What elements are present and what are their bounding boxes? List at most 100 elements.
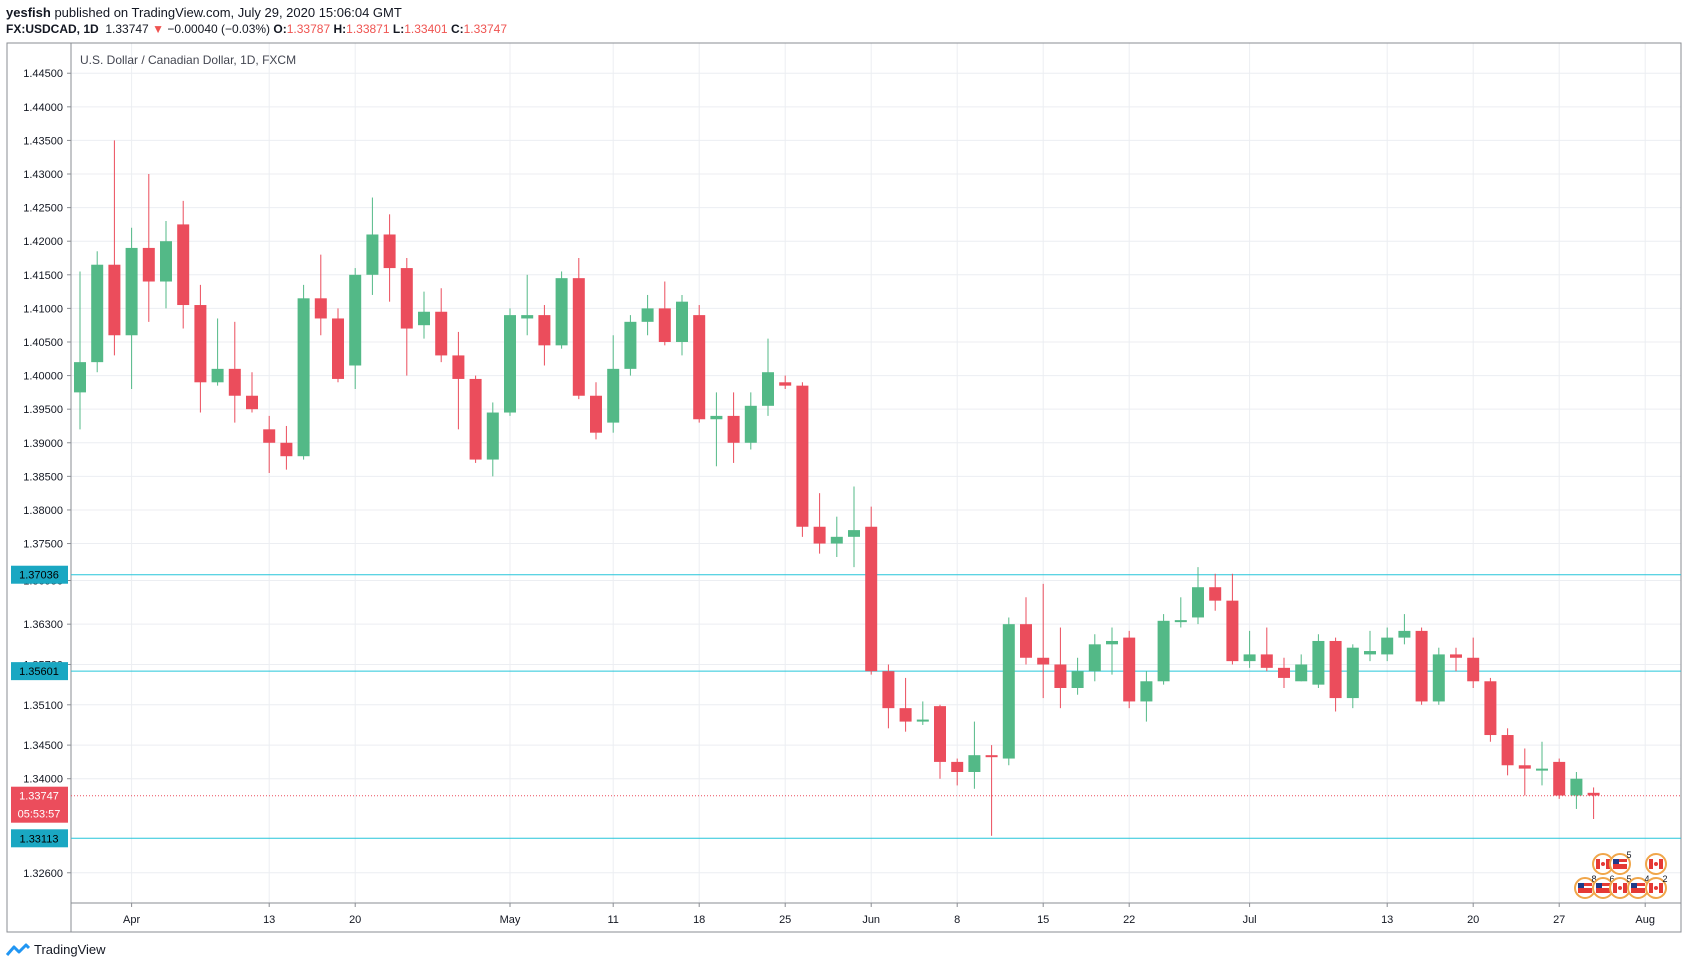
candle <box>1071 657 1084 695</box>
level-badge <box>11 829 68 848</box>
candle <box>865 506 878 675</box>
candle-body <box>710 415 723 420</box>
canada-flag-icon <box>1645 853 1667 875</box>
symbol-label[interactable]: FX:USDCAD, 1D <box>6 22 99 36</box>
candle <box>400 258 413 376</box>
time-tick-label: Aug <box>1635 914 1655 926</box>
candle <box>263 415 276 473</box>
canada-flag-icon <box>1592 853 1614 875</box>
flag-band-left <box>1596 859 1600 869</box>
time-tick-label: 20 <box>349 914 361 926</box>
us-flag-icon: 5 <box>1609 850 1632 875</box>
candle <box>676 294 688 356</box>
candle-body <box>228 368 241 396</box>
last-price-label: 1.33747 <box>19 791 59 803</box>
candle-body <box>693 315 706 420</box>
candle <box>848 486 860 568</box>
candle-body <box>504 315 516 413</box>
candle <box>194 284 207 413</box>
candle <box>727 392 740 463</box>
candle-body <box>246 395 258 410</box>
us-flag-icon: 8 <box>1574 874 1597 899</box>
publisher-name[interactable]: yesfish <box>6 5 51 20</box>
candle <box>1484 677 1497 742</box>
price-tick-label: 1.44500 <box>23 68 63 80</box>
candle-body <box>1501 735 1514 766</box>
event-count: 4 <box>1644 874 1649 884</box>
candle-body <box>521 315 534 319</box>
candle-body <box>349 274 362 366</box>
candle <box>762 338 774 416</box>
candle <box>74 271 86 430</box>
candle-body <box>91 264 104 363</box>
candle <box>1364 630 1376 662</box>
brand-name[interactable]: TradingView <box>34 942 106 957</box>
flag-band-left <box>1649 883 1653 893</box>
candle-body <box>744 405 757 443</box>
candle-body <box>882 671 895 709</box>
candle-body <box>108 264 121 336</box>
candle-body <box>125 247 138 336</box>
candle <box>1020 597 1032 665</box>
candle <box>934 704 946 779</box>
price-axis: 1.44500 1.44000 1.43500 1.43000 1.42500 1.420… <box>23 68 71 880</box>
price-tick-label: 1.34500 <box>23 740 63 752</box>
candle <box>658 281 671 346</box>
price-tick-label: 1.32600 <box>23 868 63 880</box>
candle-body <box>1553 761 1566 796</box>
candle-body <box>848 530 860 537</box>
candle <box>813 493 826 554</box>
flag-band-right <box>1606 859 1610 869</box>
candle-body <box>1364 651 1376 655</box>
level-badge <box>11 662 68 681</box>
candle-body <box>951 761 964 772</box>
candle-body <box>1140 681 1153 702</box>
candle-body <box>1570 778 1583 796</box>
flag-canton <box>1613 859 1619 864</box>
event-count: 5 <box>1626 874 1631 884</box>
level-label: 1.37036 <box>19 570 59 582</box>
publish-info: yesfish published on TradingView.com, Ju… <box>6 4 507 21</box>
candle-body <box>762 372 774 406</box>
time-tick-label: 13 <box>1381 914 1393 926</box>
candle <box>1106 627 1118 675</box>
high-label: H: <box>333 22 347 36</box>
candle-body <box>968 755 981 772</box>
candle <box>796 382 809 537</box>
price-tick-label: 1.43000 <box>23 169 63 181</box>
candle <box>1501 728 1514 776</box>
candle <box>228 321 241 423</box>
flag-canton <box>1578 883 1584 888</box>
high-value: 1.33871 <box>346 22 390 36</box>
us-flag-icon: 4 <box>1627 874 1650 899</box>
candle <box>590 382 602 440</box>
price-tick-label: 1.43500 <box>23 135 63 147</box>
candle <box>1140 671 1153 722</box>
event-count: 2 <box>1662 874 1667 884</box>
candle-body <box>658 308 671 342</box>
time-axis: Apr 13 20 May 11 18 25 Jun 8 15 22 Jul 13 20 27 Aug <box>123 903 1655 926</box>
candle <box>1450 647 1462 672</box>
candle <box>1346 644 1359 709</box>
candle-body <box>1209 587 1222 601</box>
candle-body <box>297 298 310 457</box>
candle <box>899 677 912 732</box>
price-tick-label: 1.34000 <box>23 774 63 786</box>
flag-stripe-white <box>1578 886 1592 888</box>
time-tick-label: Apr <box>123 914 140 926</box>
price-tick-label: 1.39500 <box>23 404 63 416</box>
time-tick-label: 13 <box>263 914 275 926</box>
candle <box>1415 627 1428 705</box>
candle-body <box>555 278 568 346</box>
candle-body <box>1123 637 1136 702</box>
candle-body <box>1467 657 1480 682</box>
candle-body <box>177 224 190 306</box>
maple-leaf <box>1618 886 1622 890</box>
candle-body <box>194 305 207 383</box>
candle-body <box>1020 624 1032 658</box>
candle <box>435 288 448 363</box>
chart-header: yesfish published on TradingView.com, Ju… <box>6 4 507 38</box>
down-arrow-icon: ▼ <box>152 22 164 36</box>
candle <box>366 197 379 295</box>
